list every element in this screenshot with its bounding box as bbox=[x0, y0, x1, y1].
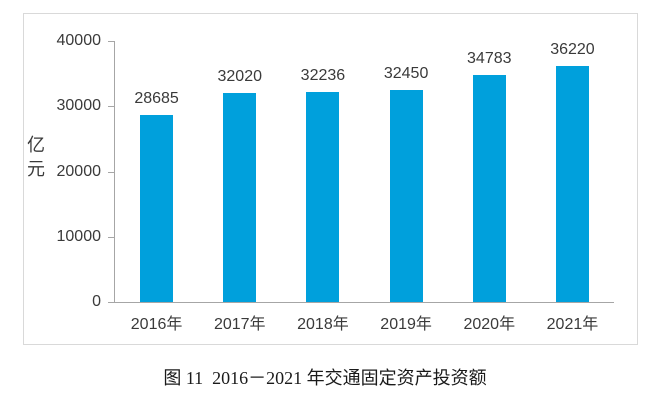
bar-value-label: 32236 bbox=[300, 66, 346, 84]
bar-group: 32020 bbox=[198, 41, 281, 302]
bar bbox=[389, 90, 423, 302]
bar-value-label: 32450 bbox=[383, 65, 429, 83]
y-tick-mark bbox=[108, 106, 115, 108]
x-tick-label: 2017年 bbox=[213, 316, 266, 333]
bar-value-label: 34783 bbox=[467, 50, 512, 67]
figure-caption: 图 11 2016－2021 年交通固定资产投资额 bbox=[163, 368, 487, 388]
y-tick-mark bbox=[108, 302, 115, 303]
y-axis-title: 亿元 bbox=[27, 135, 45, 179]
bar-group: 32236 bbox=[281, 41, 364, 302]
y-tick-label: 40000 bbox=[56, 32, 102, 49]
x-tick-label: 2019年 bbox=[380, 316, 432, 333]
x-axis-labels: 2016年 2017年 2018年 2019年 2020年 2021年 bbox=[115, 315, 614, 334]
y-tick-label: 10000 bbox=[56, 227, 102, 245]
bar bbox=[555, 65, 589, 302]
bar-value-label: 28685 bbox=[134, 89, 179, 107]
plot-area: 28685 32020 32236 32450 34783 36220 2016年 2017… bbox=[57, 32, 614, 333]
y-tick-label: 0 bbox=[92, 293, 101, 310]
x-tick-label: 2020年 bbox=[463, 316, 516, 333]
y-tick-label: 20000 bbox=[56, 162, 102, 180]
x-tick-label: 2016年 bbox=[130, 316, 183, 333]
y-tick-mark bbox=[108, 171, 115, 173]
bar-group: 28685 bbox=[115, 41, 198, 302]
x-tick-label: 2018年 bbox=[297, 316, 349, 333]
bar bbox=[223, 93, 257, 302]
y-tick-mark bbox=[108, 236, 115, 238]
bar bbox=[306, 91, 340, 302]
bar-value-label: 32020 bbox=[217, 68, 263, 86]
bar-group: 34783 bbox=[448, 41, 531, 302]
y-tick-label: 30000 bbox=[56, 97, 102, 115]
bar-group: 36220 bbox=[531, 41, 614, 302]
bar-series: 28685 32020 32236 32450 34783 36220 bbox=[115, 41, 614, 302]
bar bbox=[140, 114, 174, 302]
x-tick-label: 2021年 bbox=[546, 316, 599, 333]
bar-group: 32450 bbox=[365, 41, 448, 302]
bar bbox=[472, 75, 506, 302]
y-tick-mark bbox=[108, 41, 115, 42]
bar-value-label: 36220 bbox=[550, 40, 595, 58]
